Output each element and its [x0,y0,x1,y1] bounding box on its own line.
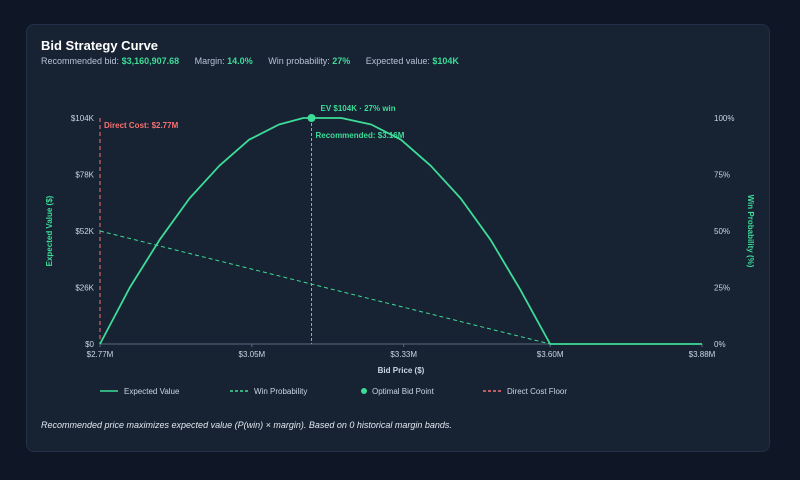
x-tick-label: $3.60M [537,350,564,359]
stat-label: Expected value: [365,56,430,66]
optimal-bid-point [307,114,316,122]
y-right-tick-label: 0% [714,340,726,349]
y-right-tick-label: 25% [714,284,730,293]
stat-label: Recommended bid: [41,56,120,66]
expected-value-line [99,117,702,345]
legend-optimal-bid-point-swatch [361,388,367,394]
x-axis-title: Bid Price ($) [378,366,425,375]
stat-value: $104K [432,56,459,66]
y-right-tick-label: 100% [714,114,734,123]
x-tick-label: $3.33M [390,350,417,359]
x-tick-label: $3.05M [239,350,266,359]
stat-value: $3,160,907.68 [121,56,180,66]
stat-label: Win probability: [268,56,330,66]
legend-win-probability-label: Win Probability [254,387,307,396]
bid-strategy-card: Bid Strategy Curve Recommended bid: $3,1… [26,24,770,452]
y-left-tick-label: $0 [85,340,94,349]
y-right-tick-label: 50% [714,227,730,236]
stat-value: 14.0% [227,56,253,66]
y-left-tick-label: $78K [75,171,94,180]
y-left-tick-label: $52K [75,227,94,236]
recommended-label: Recommended: $3.16M [316,131,405,140]
x-tick-label: $3.88M [689,350,716,359]
stat-expected-value: Expected value: $104K [366,56,459,66]
footnote: Recommended price maximizes expected val… [41,420,452,430]
y-right-tick-label: 75% [714,171,730,180]
x-tick-label: $2.77M [87,350,114,359]
stat-value: 27% [332,56,351,66]
stat-margin: Margin: 14.0% [195,56,253,66]
stat-win-probability: Win probability: 27% [268,56,350,66]
cost-floor-label: Direct Cost: $2.77M [104,121,179,130]
stat-label: Margin: [194,56,225,66]
optimal-point-label: EV $104K · 27% win [321,104,396,113]
stat-recommended-bid: Recommended bid: $3,160,907.68 [41,56,179,66]
y-left-tick-label: $104K [71,114,95,123]
y-right-axis-title: Win Probability (%) [746,195,755,268]
chart-title: Bid Strategy Curve [41,38,159,53]
y-left-tick-label: $26K [75,284,94,293]
legend-optimal-bid-point-label: Optimal Bid Point [372,387,435,396]
y-left-axis-title: Expected Value ($) [45,195,54,266]
win-probability-line [99,230,551,345]
legend-direct-cost-floor-label: Direct Cost Floor [507,387,567,396]
legend-expected-value-label: Expected Value [124,387,180,396]
summary-stats: Recommended bid: $3,160,907.68 Margin: 1… [41,56,472,66]
